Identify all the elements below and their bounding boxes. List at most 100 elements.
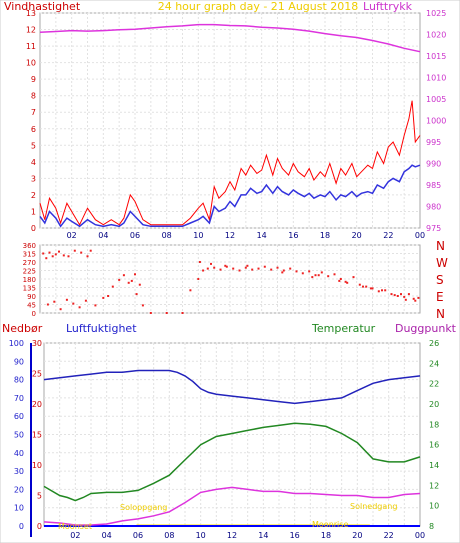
wind-direction-point <box>149 312 152 314</box>
temperature-tick-label: 20 <box>429 400 439 409</box>
wind-direction-point <box>381 289 383 292</box>
wind-x-tick-label: 18 <box>320 231 330 240</box>
wind-direction-point <box>67 255 70 258</box>
wind-gust-series-line <box>39 100 421 226</box>
wind-speed-tick-label: 6 <box>31 125 36 134</box>
wind-direction-point <box>48 251 51 254</box>
wind-direction-point <box>118 278 121 281</box>
wind-direction-point <box>384 289 387 292</box>
pressure-axis-ticks: 975 980 985 990 995 1000 1005 1010 1015 1020 1025 <box>426 9 446 233</box>
direction-compass-tick-label: S <box>436 273 444 287</box>
pressure-tick-label: 975 <box>426 224 441 233</box>
wind-direction-point <box>84 299 87 302</box>
wind-speed-tick-label: 4 <box>31 158 36 167</box>
wind-direction-point <box>396 295 399 297</box>
wind-direction-point <box>344 280 347 283</box>
wind-direction-point <box>135 293 138 296</box>
humidity-tick-label: 50 <box>14 431 24 440</box>
pressure-tick-label: 1010 <box>426 74 446 83</box>
wind-direction-point <box>111 285 114 288</box>
moonrise-annotation: Moonrise <box>312 520 348 529</box>
wind-direction-point <box>224 264 227 267</box>
wind-direction-point <box>65 298 68 301</box>
wind-direction-point <box>314 274 317 277</box>
wind-speed-tick-label: 7 <box>31 108 36 117</box>
pressure-tick-label: 990 <box>426 160 441 169</box>
wind-direction-point <box>289 267 292 270</box>
direction-degree-tick-label: 135 <box>23 285 36 293</box>
direction-degree-tick-label: 225 <box>23 268 36 276</box>
wind-direction-point <box>311 276 314 279</box>
wind-speed-tick-label: 5 <box>31 141 36 150</box>
wind-speed-series-line <box>39 164 421 228</box>
temperature-tick-label: 26 <box>429 339 439 348</box>
wind-x-tick-label: 04 <box>98 231 108 240</box>
rain-tick-label: 15 <box>32 431 42 440</box>
pressure-tick-label: 1020 <box>426 31 446 40</box>
moonset-annotation: Moonset <box>58 522 92 531</box>
wind-direction-point <box>365 285 368 288</box>
wind-direction-point <box>327 275 330 278</box>
wind-direction-point <box>270 268 273 271</box>
wind-direction-point <box>206 267 209 270</box>
wind-x-tick-label: 16 <box>288 231 298 240</box>
pressure-tick-label: 995 <box>426 138 441 147</box>
wind-direction-point <box>362 285 364 288</box>
direction-compass-tick-label: E <box>436 290 444 304</box>
temperature-tick-label: 10 <box>429 502 439 511</box>
wind-direction-point <box>141 304 144 307</box>
wind-direction-point <box>130 279 133 282</box>
pressure-series-line <box>39 23 421 53</box>
humidity-x-tick-label: 10 <box>196 531 206 540</box>
wind-direction-point <box>320 271 323 274</box>
direction-degree-tick-label: 0 <box>32 310 36 318</box>
wind-direction-point <box>263 265 266 268</box>
humidity-tick-label: 30 <box>14 467 24 476</box>
wind-direction-point <box>58 250 60 253</box>
wind-direction-point <box>352 276 355 279</box>
temperature-tick-label: 18 <box>429 420 439 429</box>
wind-x-tick-label: 14 <box>257 231 267 240</box>
wind-speed-tick-label: 2 <box>31 191 36 200</box>
temperature-tick-label: 14 <box>429 461 439 470</box>
wind-direction-point <box>89 249 92 252</box>
humidity-tick-label: 90 <box>14 357 24 366</box>
wind-direction-point <box>127 281 130 284</box>
wind-direction-point <box>213 266 216 269</box>
wind-speed-tick-label: 13 <box>26 9 36 18</box>
humidity-tick-label: 70 <box>14 394 24 403</box>
wind-direction-point <box>282 269 285 272</box>
wind-direction-point <box>46 303 49 306</box>
wind-x-tick-label: 20 <box>352 231 362 240</box>
rain-tick-label: 0 <box>37 522 42 531</box>
wind-speed-tick-label: 12 <box>26 26 36 35</box>
humidity-tick-label: 10 <box>14 504 24 513</box>
humidity-tick-label: 60 <box>14 412 24 421</box>
wind-direction-point <box>244 266 247 269</box>
humidity-tick-label: 0 <box>19 522 24 531</box>
wind-direction-point <box>122 274 125 277</box>
wind-direction-point <box>301 272 304 275</box>
humidity-x-tick-label: 00 <box>415 531 425 540</box>
wind-direction-point <box>257 267 260 270</box>
rain-tick-label: 5 <box>37 492 42 501</box>
humidity-x-tick-label: 14 <box>258 531 268 540</box>
temperature-tick-label: 16 <box>429 441 439 450</box>
wind-direction-point <box>181 312 184 314</box>
chart-title: 24 hour graph day - 21 August 2018 <box>158 0 359 13</box>
humidity-axis-ticks: 0 10 20 30 40 50 60 70 80 90 100 <box>9 339 24 531</box>
humidity-x-tick-label: 20 <box>352 531 362 540</box>
wind-direction-point <box>317 274 320 277</box>
wind-direction-point <box>333 273 336 276</box>
wind-direction-point <box>51 255 54 258</box>
direction-degree-tick-label: 180 <box>23 276 36 284</box>
rain-label: Nedbør <box>2 322 43 335</box>
humidity-tick-label: 20 <box>14 485 24 494</box>
wind-direction-point <box>42 252 45 255</box>
wind-direction-point <box>198 261 201 263</box>
wind-x-tick-label: 10 <box>193 231 203 240</box>
wind-direction-point <box>219 268 222 271</box>
wind-direction-point <box>197 278 200 280</box>
wind-direction-point <box>390 293 393 296</box>
